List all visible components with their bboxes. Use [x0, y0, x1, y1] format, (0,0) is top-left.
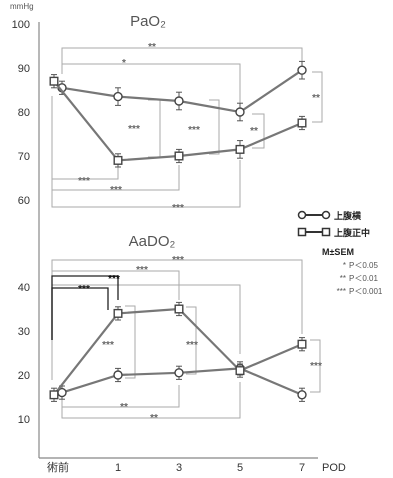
series-line-square — [53, 307, 303, 396]
y-tick-label: 30 — [18, 326, 30, 338]
significance-arrows-aado2 — [51, 275, 119, 340]
significance-label: ** — [148, 42, 156, 53]
x-tick-label: 1 — [115, 462, 121, 474]
bracket — [312, 71, 323, 123]
data-point-square — [297, 339, 307, 349]
data-point-square — [49, 390, 59, 400]
data-point-square — [49, 76, 59, 86]
y-tick-label: 90 — [18, 63, 30, 75]
data-point-square — [235, 144, 245, 154]
significance-label: *** — [136, 265, 148, 276]
data-point-circle — [297, 390, 307, 400]
data-point-circle — [297, 65, 307, 75]
y-tick-label: 80 — [18, 107, 30, 119]
legend-item-square: 上腹正中 — [297, 227, 370, 238]
y-tick-label: 60 — [18, 195, 30, 207]
y-tick-label: 10 — [18, 414, 30, 426]
significance-label: *** — [310, 361, 322, 372]
legend-pvalue-stars: ** — [340, 274, 346, 283]
panel-0-series — [49, 60, 307, 168]
bracket — [61, 382, 241, 419]
bracket — [51, 284, 241, 380]
significance-label: * — [122, 58, 126, 69]
data-point-square — [174, 304, 184, 314]
legend-pvalue-stars: *** — [337, 287, 346, 296]
significance-brackets-aado2 — [51, 259, 321, 419]
significance-label: *** — [78, 176, 90, 187]
data-point-circle — [174, 96, 184, 106]
panel-1-series — [49, 301, 307, 402]
x-tick-label: 3 — [176, 462, 182, 474]
significance-label: *** — [108, 274, 120, 285]
significance-label: ** — [312, 93, 320, 104]
data-layer — [49, 60, 307, 402]
bracket — [51, 96, 241, 208]
significance-label: ** — [250, 126, 258, 137]
panel-title-pao2: PaO₂ — [130, 13, 166, 30]
data-point-square — [113, 155, 123, 165]
significance-labels-pao2: ** * *** *** ** ** *** *** *** — [78, 42, 320, 214]
significance-label: *** — [102, 340, 114, 351]
bracket-arrow — [51, 287, 109, 340]
data-point-square — [297, 118, 307, 128]
data-point-circle — [174, 368, 184, 378]
legend-circle-marker — [321, 210, 331, 220]
y-tick-label: 70 — [18, 151, 30, 163]
y-tick-label: 100 — [12, 19, 30, 31]
bracket — [209, 99, 220, 155]
significance-label: *** — [172, 255, 184, 266]
legend-pvalue-text: P＜0.001 — [349, 287, 383, 296]
legend-square-marker — [321, 227, 331, 237]
bracket — [51, 96, 119, 180]
bracket — [310, 339, 321, 393]
data-point-circle — [235, 107, 245, 117]
panel-title-aado2: AaDO₂ — [129, 233, 176, 250]
significance-label: *** — [188, 125, 200, 136]
x-tick-label: 術前 — [47, 460, 69, 474]
significance-label: *** — [110, 185, 122, 196]
data-point-square — [113, 308, 123, 318]
significance-label: ** — [150, 413, 158, 424]
data-point-square — [174, 151, 184, 161]
significance-brackets-pao2 — [51, 47, 323, 208]
bracket — [61, 63, 241, 106]
bracket — [61, 47, 303, 74]
y-tick-label: 40 — [18, 282, 30, 294]
data-point-square — [235, 366, 245, 376]
y-unit-label: mmHg — [10, 2, 34, 11]
significance-labels-aado2: *** *** *** *** *** *** *** ** ** — [78, 255, 322, 424]
x-axis-label: POD — [322, 462, 346, 474]
significance-label: *** — [78, 284, 90, 295]
legend-circle-marker — [297, 210, 307, 220]
bracket — [51, 259, 303, 380]
bracket — [125, 305, 136, 379]
y-tick-label: 20 — [18, 370, 30, 382]
data-point-circle — [113, 91, 123, 102]
legend-pvalue-text: P＜0.05 — [349, 261, 378, 270]
legend-stat-label: M±SEM — [322, 247, 354, 257]
bracket — [186, 306, 197, 375]
series-line-circle — [61, 69, 303, 114]
significance-label: *** — [186, 340, 198, 351]
bracket — [252, 113, 265, 149]
significance-label: *** — [128, 124, 140, 135]
legend: 上腹横 上腹正中 M±SEM * P＜0.05 ** P＜0.01 *** P＜… — [297, 210, 383, 296]
legend-square-marker — [297, 227, 307, 237]
bracket — [148, 99, 161, 158]
legend-label: 上腹横 — [334, 210, 362, 221]
legend-pvalue-text: P＜0.01 — [349, 274, 378, 283]
significance-label: *** — [172, 203, 184, 214]
x-tick-label: 7 — [299, 462, 305, 474]
significance-label: ** — [120, 402, 128, 413]
x-tick-label: 5 — [237, 462, 243, 474]
data-point-circle — [113, 370, 123, 380]
legend-pvalue-stars: * — [343, 261, 346, 270]
legend-item-circle: 上腹横 — [297, 210, 362, 221]
legend-label: 上腹正中 — [334, 227, 370, 238]
